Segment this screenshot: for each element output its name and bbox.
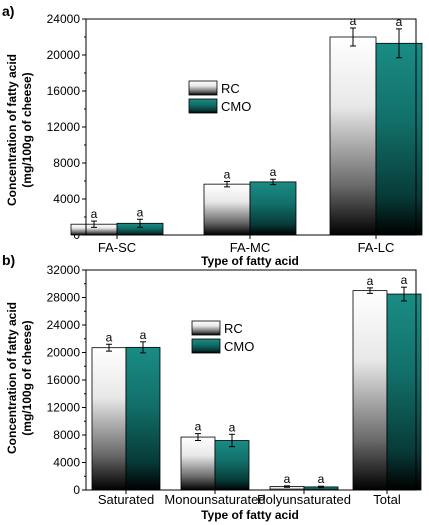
panel-a-bar-rc-3 (329, 36, 377, 236)
legend-b-rc-label: RC (224, 321, 243, 336)
panel-b-sig-label-rc-1: a (106, 330, 113, 344)
panel-b-ytick-label: 12000 (47, 401, 81, 415)
panel-b-category-label: Total (373, 492, 401, 507)
panel-b-ytick-label: 8000 (53, 428, 80, 442)
panel-b-sig-label-rc-2: a (195, 420, 202, 434)
panel-a-sig-label-rc-1: a (91, 207, 98, 221)
panel-b: b) Concentration of fatty acid (mg/100g … (2, 252, 422, 522)
panel-a-frame (85, 18, 417, 236)
panel-a-ytick-label: 20000 (47, 48, 81, 62)
panel-b-ytick-label: 32000 (47, 263, 81, 277)
panel-a-ytick-label: 12000 (47, 120, 81, 134)
panel-b-bar-cmo-1 (125, 346, 161, 491)
panel-b-frame (85, 269, 417, 491)
panel-a-label: a) (2, 3, 14, 19)
panel-a-ytick-label: 8000 (53, 156, 80, 170)
panel-a-bar-cmo-3 (375, 42, 423, 236)
panel-a-ylabel-line1: Concentration of fatty acid (5, 54, 19, 206)
panel-a-category-label: FA-SC (98, 240, 136, 255)
panel-b-category-label: Polyunsaturated (257, 492, 351, 507)
legend-b-cmo-swatch (191, 338, 221, 354)
panel-b-ylabel: Concentration of fatty acid (mg/100g of … (5, 302, 34, 454)
panel-a-sig-label-cmo-3: a (396, 15, 403, 29)
panel-a-xlabel: Type of fatty acid (201, 254, 299, 268)
panel-b-bar-rc-1 (91, 347, 127, 491)
legend-b-cmo-label: CMO (224, 339, 254, 354)
panel-a-category-label: FA-LC (358, 240, 395, 255)
legend-a-cmo-label: CMO (221, 99, 251, 114)
panel-a-category-label: FA-MC (230, 240, 270, 255)
panel-b-category-label: Saturated (98, 492, 154, 507)
panel-b-sig-label-cmo-1: a (140, 328, 147, 342)
legend-a-cmo-swatch (188, 98, 218, 114)
panel-a-sig-label-cmo-2: a (270, 165, 277, 179)
panel-b-ytick-label: 24000 (47, 318, 81, 332)
panel-a-ylabel: Concentration of fatty acid (mg/100g of … (5, 54, 34, 206)
panel-b-sig-label-cmo-4: a (401, 273, 408, 287)
panel-b-category-label: Monounsaturated (164, 492, 265, 507)
panel-b-ylabel-line1: Concentration of fatty acid (5, 302, 19, 454)
panel-b-bar-rc-2 (180, 436, 216, 491)
panel-b-bar-cmo-2 (214, 440, 250, 491)
panel-a-sig-label-rc-2: a (224, 167, 231, 181)
panel-a-ytick-label: 24000 (47, 12, 81, 26)
panel-a-legend: RC CMO (188, 80, 251, 114)
panel-b-ytick-label: 20000 (47, 346, 81, 360)
panel-b-bar-rc-4 (352, 290, 388, 491)
legend-a-rc-label: RC (221, 81, 240, 96)
panel-b-sig-label-rc-4: a (367, 274, 374, 288)
panel-b-ytick-label: 4000 (53, 456, 80, 470)
panel-b-sig-label-rc-3: a (284, 472, 291, 486)
panel-b-ytick-label: 0 (73, 483, 80, 497)
panel-b-ytick-label: 28000 (47, 291, 81, 305)
panel-a: a) Concentration of fatty acid (mg/100g … (2, 3, 423, 268)
panel-b-xlabel: Type of fatty acid (201, 508, 299, 522)
legend-b-rc-swatch (191, 320, 221, 336)
panel-b-ylabel-line2: (mg/100g of cheese) (20, 320, 34, 435)
panel-b-sig-label-cmo-2: a (229, 420, 236, 434)
panel-a-bar-rc-2 (203, 183, 251, 236)
panel-a-sig-label-rc-3: a (350, 14, 357, 28)
panel-b-sig-label-cmo-3: a (318, 472, 325, 486)
panel-a-ylabel-line2: (mg/100g of cheese) (20, 72, 34, 187)
panel-b-label: b) (2, 252, 15, 268)
panel-b-ytick-label: 16000 (47, 373, 81, 387)
panel-a-sig-label-cmo-1: a (137, 205, 144, 219)
panel-b-legend: RC CMO (191, 320, 254, 354)
panel-a-ytick-label: 16000 (47, 84, 81, 98)
panel-a-ytick-label: 4000 (53, 192, 80, 206)
panel-a-bar-cmo-2 (249, 181, 297, 236)
legend-a-rc-swatch (188, 80, 218, 96)
